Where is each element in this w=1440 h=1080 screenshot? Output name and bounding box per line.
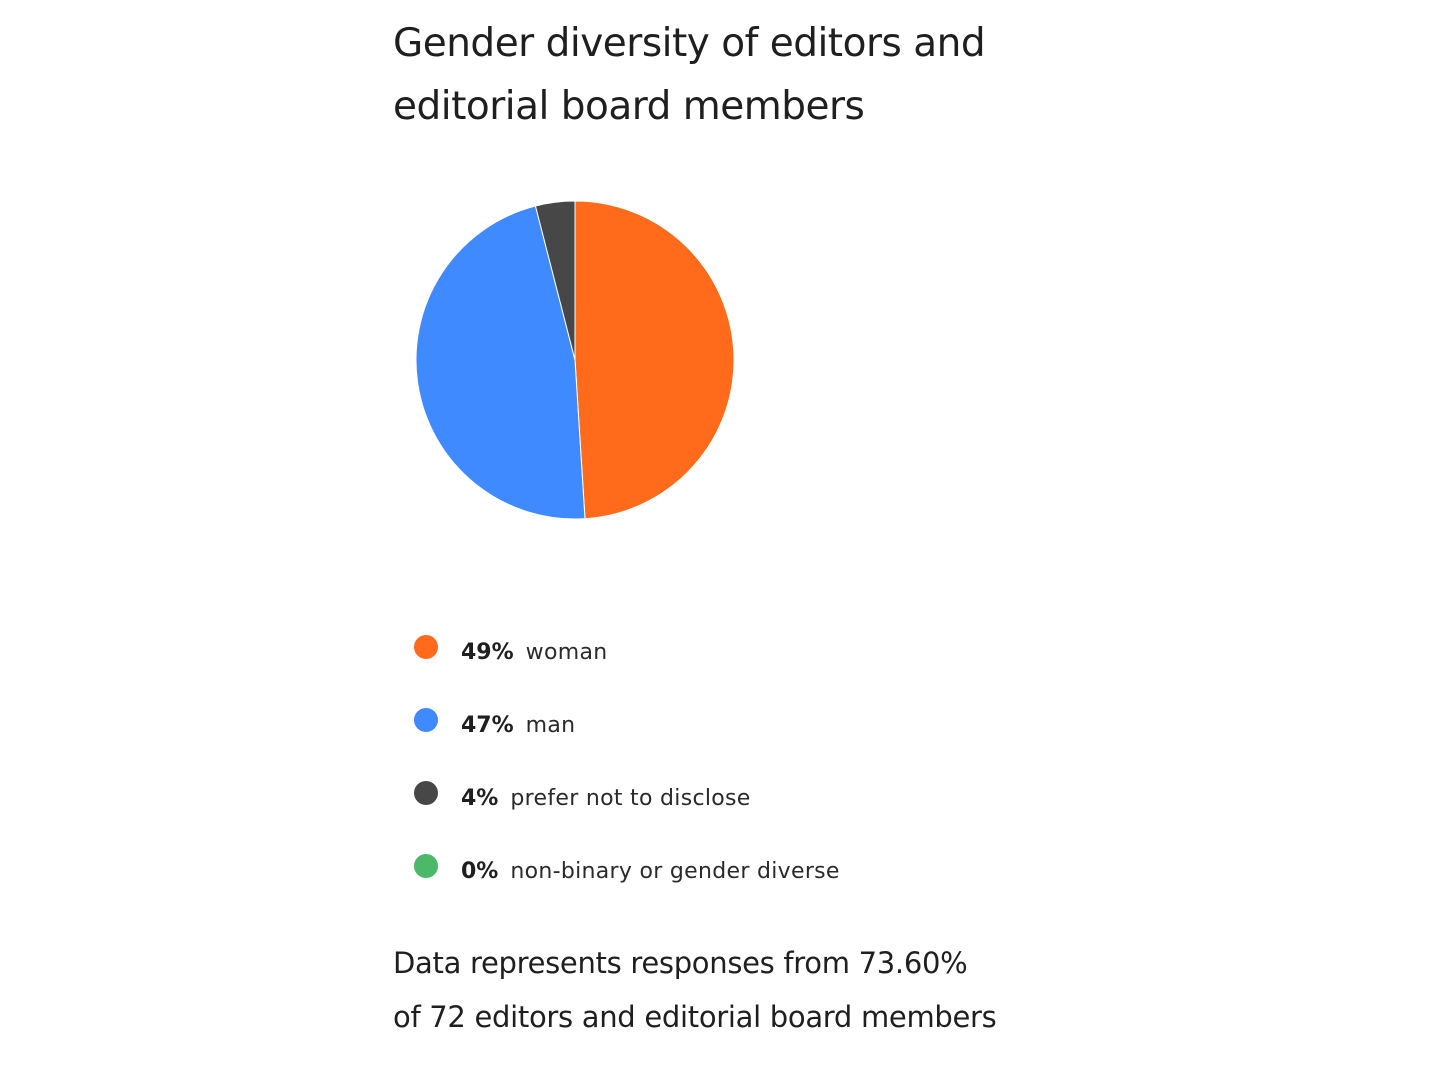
- legend-swatch-dot-icon: [414, 707, 438, 732]
- legend-label: woman: [525, 640, 608, 665]
- legend-percent: 4%: [461, 786, 499, 811]
- data-footnote: Data represents responses from 73.60% of…: [393, 936, 1093, 1044]
- legend-item-non-binary: 0% non-binary or gender diverse: [414, 833, 840, 906]
- legend-swatch-dot-icon: [414, 780, 438, 805]
- legend-label: prefer not to disclose: [510, 786, 751, 811]
- legend-item-prefer-not-to-disclose: 4% prefer not to disclose: [414, 760, 840, 833]
- legend-item-woman: 49% woman: [414, 614, 840, 687]
- legend-item-man: 47% man: [414, 687, 840, 760]
- legend-percent: 49%: [461, 640, 514, 665]
- footnote-line-2: of 72 editors and editorial board member…: [393, 1000, 997, 1034]
- chart-title-line-2: editorial board members: [393, 84, 865, 129]
- pie-slice-prefer-not-to-disclose: [534, 200, 576, 361]
- pie-slice-woman: [574, 200, 735, 520]
- legend-label: man: [525, 713, 576, 738]
- legend-percent: 47%: [461, 713, 514, 738]
- legend-percent: 0%: [461, 859, 499, 884]
- pie-chart: [414, 199, 736, 521]
- legend-label: non-binary or gender diverse: [510, 859, 840, 884]
- footnote-line-1: Data represents responses from 73.60%: [393, 946, 968, 980]
- pie-chart-svg: [415, 200, 735, 520]
- chart-legend: 49% woman 47% man 4% prefer not to discl…: [414, 614, 840, 906]
- chart-title-line-1: Gender diversity of editors and: [393, 21, 986, 66]
- chart-title: Gender diversity of editors and editoria…: [393, 12, 1033, 138]
- legend-swatch-dot-icon: [414, 853, 438, 878]
- pie-slice-man: [415, 205, 586, 520]
- legend-swatch-dot-icon: [414, 634, 438, 659]
